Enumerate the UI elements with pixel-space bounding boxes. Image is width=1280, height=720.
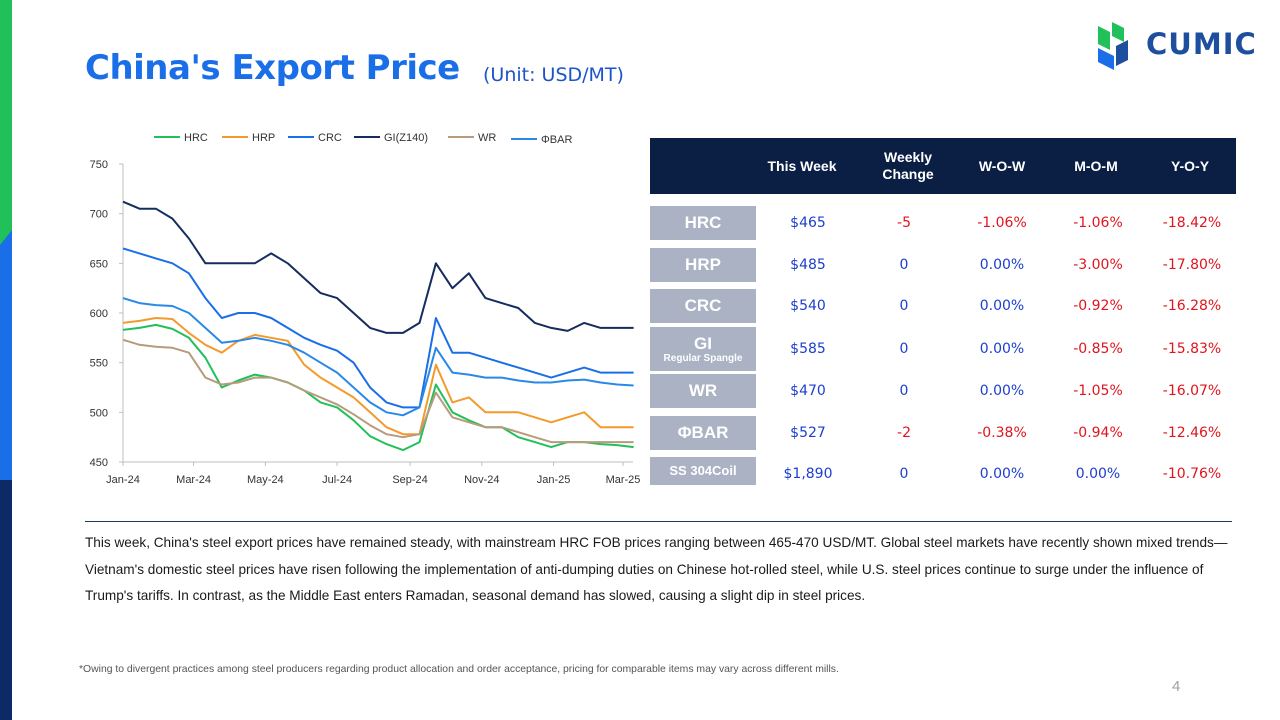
- x-tick-label: Mar-24: [176, 474, 211, 486]
- row-label-sub: Regular Spangle: [663, 352, 743, 364]
- table-row: WR $470 0 0.00% -1.05% -16.07%: [650, 374, 1236, 408]
- table-row: HRP $485 0 0.00% -3.00% -17.80%: [650, 248, 1236, 282]
- this-week-value: $1,890: [783, 466, 833, 482]
- this-week-value: $527: [790, 425, 826, 441]
- mom-value: -3.00%: [1073, 257, 1123, 273]
- weekly-change-value: 0: [899, 466, 909, 482]
- mom-value: 0.00%: [1075, 466, 1121, 482]
- y-tick-label: 500: [90, 407, 108, 419]
- this-week-value: $470: [790, 383, 826, 399]
- weekly-change-value: -5: [897, 215, 911, 231]
- header-this-week: This Week: [767, 157, 837, 174]
- row-label: HRC: [650, 206, 756, 240]
- footnote: *Owing to divergent practices among stee…: [79, 664, 839, 675]
- header-yoy: Y-O-Y: [1170, 157, 1210, 174]
- this-week-value: $585: [790, 341, 826, 357]
- row-label: ΦBAR: [650, 416, 756, 450]
- header-mom: M-O-M: [1074, 157, 1118, 174]
- weekly-change-value: 0: [899, 257, 909, 273]
- y-tick-label: 550: [90, 358, 108, 370]
- export-price-line-chart: 450 500 550 600 650 700 750 Jan-24 Mar-24 May-24 J…: [90, 132, 641, 486]
- series-line-crc: [122, 247, 634, 409]
- this-week-value: $465: [790, 215, 826, 231]
- table-row: ΦBAR $527 -2 -0.38% -0.94% -12.46%: [650, 416, 1236, 450]
- x-tick-label: Nov-24: [464, 474, 499, 486]
- yoy-value: -17.80%: [1162, 257, 1222, 273]
- table-row: GI Regular Spangle $585 0 0.00% -0.85% -…: [650, 327, 1236, 371]
- wow-value: 0.00%: [979, 257, 1025, 273]
- page-title: China's Export Price: [85, 48, 460, 88]
- mom-value: -0.92%: [1073, 298, 1123, 314]
- yoy-value: -15.83%: [1162, 341, 1222, 357]
- table-row: HRC $465 -5 -1.06% -1.06% -18.42%: [650, 206, 1236, 240]
- side-accent-bar: [0, 0, 12, 720]
- this-week-value: $540: [790, 298, 826, 314]
- y-tick-label: 700: [90, 209, 108, 221]
- yoy-value: -12.46%: [1162, 425, 1222, 441]
- row-label: CRC: [650, 289, 756, 323]
- mom-value: -1.05%: [1073, 383, 1123, 399]
- series-line-gi-z140-: [122, 200, 634, 334]
- x-tick-label: May-24: [247, 474, 284, 486]
- series-line--bar: [122, 297, 634, 417]
- mom-value: -1.06%: [1073, 215, 1123, 231]
- row-label: GI Regular Spangle: [650, 327, 756, 371]
- this-week-value: $485: [790, 257, 826, 273]
- series-line-wr: [122, 338, 634, 444]
- legend-label: ΦBAR: [541, 134, 572, 146]
- market-summary: This week, China's steel export prices h…: [85, 535, 1228, 603]
- series-line-hrc: [122, 323, 634, 452]
- yoy-value: -10.76%: [1162, 466, 1222, 482]
- cumic-logo: CUMIC: [1096, 22, 1256, 70]
- wow-value: 0.00%: [979, 383, 1025, 399]
- logo-mark-icon: [1098, 22, 1128, 70]
- row-label-main: GI: [694, 333, 712, 353]
- row-label: SS 304Coil: [650, 457, 756, 485]
- row-label: HRP: [650, 248, 756, 282]
- yoy-value: -16.07%: [1162, 383, 1222, 399]
- table-row: CRC $540 0 0.00% -0.92% -16.28%: [650, 289, 1236, 323]
- y-tick-label: 600: [90, 308, 108, 320]
- yoy-value: -18.42%: [1162, 215, 1222, 231]
- price-table: This Week Weekly Change W-O-W M-O-M Y-O-…: [650, 138, 1236, 496]
- y-tick-label: 650: [90, 258, 108, 270]
- x-tick-label: Sep-24: [392, 474, 427, 486]
- x-tick-label: Jul-24: [322, 474, 352, 486]
- wow-value: 0.00%: [979, 298, 1025, 314]
- legend-label: WR: [478, 132, 496, 144]
- mom-value: -0.85%: [1073, 341, 1123, 357]
- section-divider: [85, 521, 1232, 522]
- header-weekly-change: Weekly Change: [882, 149, 934, 182]
- y-tick-label: 750: [90, 159, 108, 171]
- weekly-change-value: 0: [899, 341, 909, 357]
- page-number: 4: [1172, 678, 1181, 695]
- x-tick-label: Mar-25: [606, 474, 641, 486]
- legend-label: HRC: [184, 132, 208, 144]
- unit-label: (Unit: USD/MT): [483, 64, 624, 86]
- wow-value: 0.00%: [979, 341, 1025, 357]
- weekly-change-value: 0: [899, 383, 909, 399]
- legend-label: CRC: [318, 132, 342, 144]
- table-row: SS 304Coil $1,890 0 0.00% 0.00% -10.76%: [650, 457, 1236, 491]
- wow-value: 0.00%: [979, 466, 1025, 482]
- table-header: This Week Weekly Change W-O-W M-O-M Y-O-…: [650, 138, 1236, 194]
- header-wow: W-O-W: [978, 157, 1026, 174]
- weekly-change-value: -2: [897, 425, 911, 441]
- y-tick-label: 450: [90, 457, 108, 469]
- legend-label: GI(Z140): [384, 132, 428, 144]
- yoy-value: -16.28%: [1162, 298, 1222, 314]
- x-tick-label: Jan-25: [537, 474, 571, 486]
- wow-value: -0.38%: [977, 425, 1027, 441]
- series-line-hrp: [122, 317, 634, 436]
- wow-value: -1.06%: [977, 215, 1027, 231]
- legend-label: HRP: [252, 132, 275, 144]
- x-tick-label: Jan-24: [106, 474, 140, 486]
- weekly-change-value: 0: [899, 298, 909, 314]
- row-label: WR: [650, 374, 756, 408]
- logo-text: CUMIC: [1146, 27, 1257, 61]
- mom-value: -0.94%: [1073, 425, 1123, 441]
